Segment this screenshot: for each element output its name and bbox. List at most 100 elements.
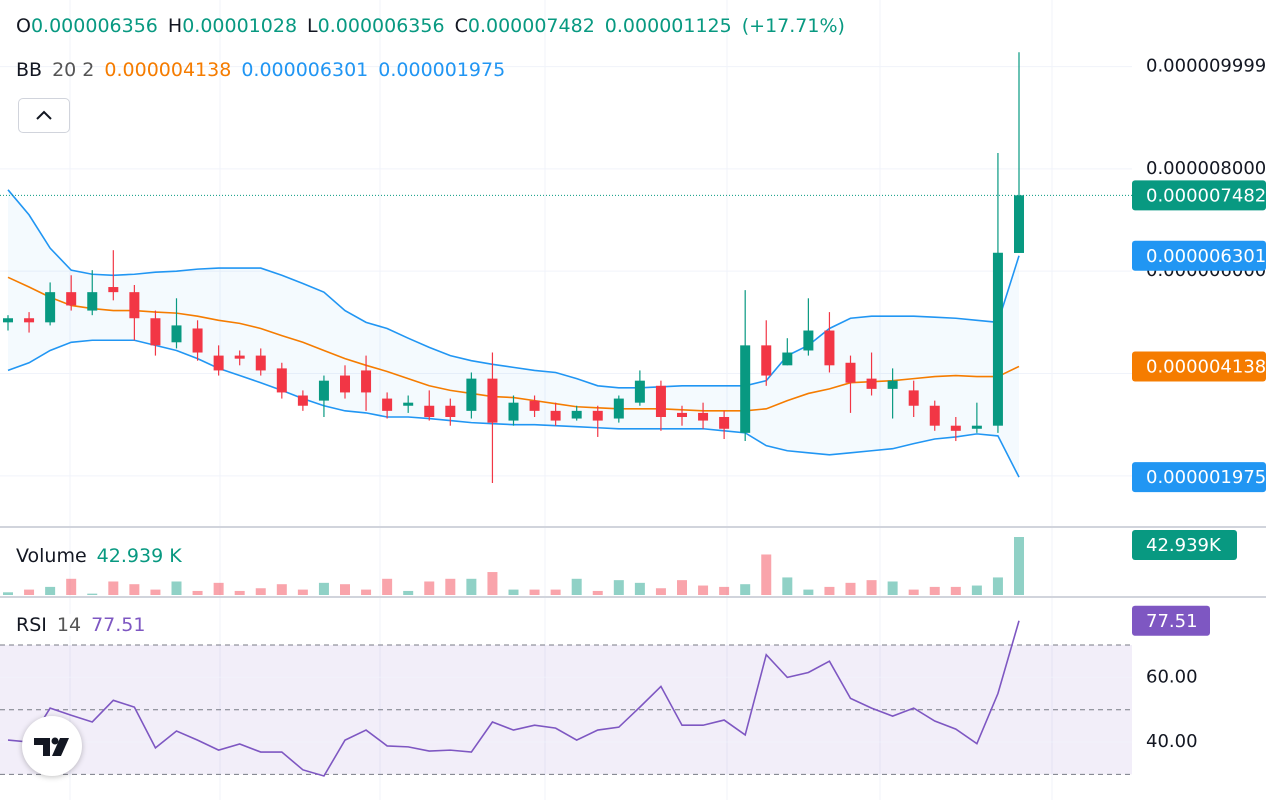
candle-body: [677, 412, 687, 417]
volume-bar: [424, 581, 435, 595]
candle-body: [550, 410, 561, 421]
volume-bar: [571, 578, 582, 595]
price-tag: [1132, 605, 1210, 636]
candle-body: [255, 355, 266, 371]
ohlc-value: 0.000006356: [317, 15, 445, 37]
volume-bar: [276, 584, 287, 595]
candle-body: [192, 328, 203, 353]
volume-bar: [1014, 537, 1024, 595]
volume-bar: [466, 578, 477, 595]
price-tag: [1132, 240, 1266, 271]
volume-bar: [129, 584, 140, 595]
candle-body: [655, 385, 666, 417]
volume-bar: [361, 589, 372, 595]
y-tick-label: 0.000008000: [1146, 158, 1266, 179]
candle-body: [824, 330, 835, 366]
volume-bar: [613, 580, 624, 595]
candle-body: [171, 325, 182, 343]
volume-bar: [3, 592, 13, 595]
ohlc-key: C: [454, 15, 468, 37]
volume-value: 42.939 K: [96, 545, 182, 567]
volume-bar: [108, 581, 119, 595]
candle-body: [340, 375, 350, 393]
logo[interactable]: [22, 716, 82, 776]
price-tag: [1132, 530, 1237, 560]
indicator-name: BB: [16, 59, 43, 81]
volume-bar: [234, 590, 245, 595]
candle-body: [529, 400, 540, 411]
volume-bar: [992, 577, 1003, 595]
volume-bar: [908, 589, 919, 595]
volume-bar: [950, 586, 961, 595]
candle-body: [466, 378, 477, 411]
bb-middle-value: 0.000004138: [104, 59, 232, 81]
candle-body: [361, 370, 372, 393]
price-tag: [1132, 462, 1266, 493]
volume-bar: [655, 588, 666, 595]
indicator-name: Volume: [16, 545, 87, 567]
volume-bar: [803, 589, 814, 595]
price-tag-label: 0.000006301: [1146, 246, 1266, 267]
rsi-line: [7, 620, 1020, 777]
ohlc-value: 0.000007482: [467, 15, 595, 37]
collapse-button[interactable]: [18, 98, 70, 133]
candle-body: [634, 380, 645, 403]
candle-body: [992, 252, 1003, 426]
candle-body: [276, 368, 287, 393]
candle-body: [803, 330, 814, 351]
candle-body: [24, 318, 35, 323]
bb-lower-value: 0.000001975: [378, 59, 506, 81]
volume-bar: [382, 578, 393, 595]
volume-bar: [677, 580, 687, 595]
candle-body: [424, 405, 435, 417]
volume-bar: [403, 590, 414, 595]
volume-bar: [845, 582, 856, 595]
volume-bar: [508, 589, 519, 595]
ohlc-value: 0.000006356: [30, 15, 158, 37]
volume-bar: [634, 582, 645, 595]
candle-body: [719, 416, 730, 429]
volume-bar: [487, 572, 498, 595]
indicator-name: RSI: [16, 614, 47, 636]
price-tag-label: 0.000004138: [1146, 356, 1266, 377]
candle-body: [108, 287, 119, 293]
volume-bar: [150, 589, 161, 595]
volume-bar: [740, 584, 751, 595]
ohlc-legend: O0.000006356 H0.00001028 L0.000006356 C0…: [16, 15, 845, 37]
candle-body: [761, 345, 772, 376]
change-pct: (+17.71%): [741, 15, 845, 37]
volume-bar: [719, 586, 730, 595]
bb-background: [8, 189, 1019, 478]
ohlc-item: L0.000006356: [307, 15, 445, 37]
volume-legend: Volume 42.939 K: [16, 545, 182, 567]
candle-body: [887, 380, 898, 389]
candle-body: [403, 402, 414, 406]
candle-body: [740, 345, 751, 433]
volume-bar: [971, 585, 982, 595]
candle-body: [613, 398, 624, 419]
volume-bar: [340, 584, 350, 595]
price-tag: [1132, 351, 1266, 382]
price-tag-label: 0.000001975: [1146, 467, 1266, 488]
chevron-icon: [36, 110, 52, 120]
candle-body: [698, 412, 709, 421]
candle-body: [150, 318, 161, 346]
volume-bar: [213, 582, 224, 595]
candle-body: [950, 425, 961, 431]
candle-body: [213, 355, 224, 371]
candle-body: [782, 352, 793, 366]
candle-body: [1014, 195, 1024, 253]
ohlc-key: L: [307, 15, 318, 37]
volume-bar: [45, 586, 56, 595]
logo-icon: [34, 737, 69, 756]
candle-body: [66, 292, 77, 306]
candle-body: [87, 292, 98, 311]
price-tag-label: 77.51: [1146, 611, 1198, 632]
volume-bar: [929, 586, 940, 595]
candle-body: [592, 410, 603, 421]
ohlc-key: O: [16, 15, 31, 37]
bb-upper-value: 0.000006301: [241, 59, 369, 81]
candle-body: [508, 402, 519, 421]
candle-body: [129, 292, 140, 319]
bb-upper-line: [7, 189, 1020, 389]
